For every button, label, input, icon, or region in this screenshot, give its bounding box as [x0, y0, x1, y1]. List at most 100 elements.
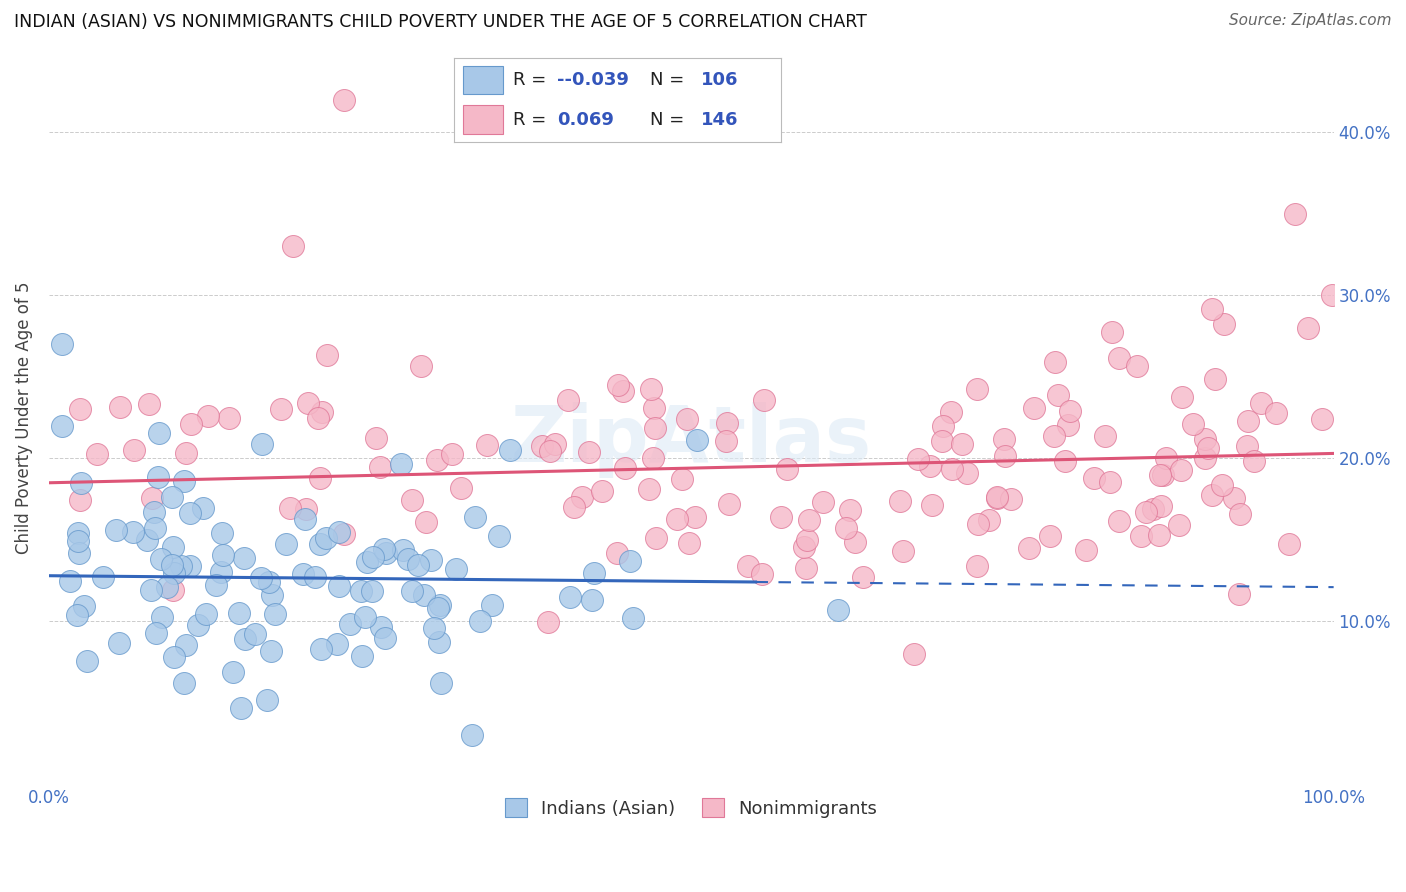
Point: [621, 610, 644, 624]
Point: [173, 676, 195, 690]
Point: [903, 647, 925, 661]
Point: [638, 482, 661, 496]
Point: [907, 452, 929, 467]
Point: [122, 525, 145, 540]
Point: [396, 552, 419, 566]
Point: [665, 512, 688, 526]
Point: [1039, 528, 1062, 542]
Point: [966, 516, 988, 531]
Point: [233, 632, 256, 646]
Point: [796, 560, 818, 574]
Point: [278, 501, 301, 516]
Point: [1057, 417, 1080, 432]
Point: [1083, 471, 1105, 485]
Point: [1229, 507, 1251, 521]
Point: [429, 676, 451, 690]
Point: [76, 654, 98, 668]
Point: [752, 392, 775, 407]
Point: [1168, 518, 1191, 533]
Point: [921, 498, 943, 512]
Point: [105, 523, 128, 537]
Point: [370, 620, 392, 634]
Point: [401, 492, 423, 507]
Point: [162, 540, 184, 554]
Point: [1150, 500, 1173, 514]
Text: Source: ZipAtlas.com: Source: ZipAtlas.com: [1229, 13, 1392, 29]
Point: [889, 494, 911, 508]
Point: [218, 410, 240, 425]
Point: [1094, 429, 1116, 443]
Point: [488, 529, 510, 543]
Point: [640, 382, 662, 396]
Point: [931, 434, 953, 449]
Point: [69, 402, 91, 417]
Point: [1098, 475, 1121, 489]
Point: [389, 457, 412, 471]
Point: [292, 567, 315, 582]
Point: [145, 626, 167, 640]
Point: [316, 347, 339, 361]
Point: [307, 411, 329, 425]
Point: [1108, 351, 1130, 366]
Point: [108, 636, 131, 650]
Point: [333, 93, 356, 107]
Point: [328, 579, 350, 593]
Point: [986, 490, 1008, 504]
Point: [350, 584, 373, 599]
Point: [1322, 288, 1344, 302]
Point: [1223, 491, 1246, 506]
Point: [1046, 388, 1069, 402]
Point: [73, 599, 96, 613]
Point: [409, 359, 432, 373]
Point: [406, 558, 429, 573]
Point: [309, 471, 332, 485]
Point: [558, 590, 581, 604]
Point: [249, 570, 271, 584]
Point: [69, 492, 91, 507]
Point: [146, 470, 169, 484]
Point: [1236, 439, 1258, 453]
Point: [156, 580, 179, 594]
Point: [718, 497, 741, 511]
Point: [1108, 514, 1130, 528]
Point: [423, 621, 446, 635]
Point: [143, 521, 166, 535]
Point: [813, 495, 835, 509]
Point: [578, 445, 600, 459]
Point: [966, 558, 988, 573]
Point: [557, 392, 579, 407]
Point: [1194, 432, 1216, 446]
Point: [531, 439, 554, 453]
Point: [222, 665, 245, 679]
Point: [326, 637, 349, 651]
Point: [1059, 403, 1081, 417]
Point: [571, 490, 593, 504]
Point: [295, 501, 318, 516]
Point: [644, 421, 666, 435]
Point: [257, 575, 280, 590]
Point: [619, 554, 641, 568]
Point: [160, 490, 183, 504]
Point: [838, 503, 860, 517]
Point: [499, 443, 522, 458]
Point: [685, 433, 707, 447]
Point: [243, 627, 266, 641]
Point: [66, 534, 89, 549]
Point: [444, 562, 467, 576]
Point: [1310, 411, 1333, 425]
Point: [1076, 543, 1098, 558]
Point: [108, 400, 131, 414]
Point: [1043, 355, 1066, 369]
Point: [368, 459, 391, 474]
Point: [429, 598, 451, 612]
Point: [994, 449, 1017, 463]
Point: [1135, 505, 1157, 519]
Point: [613, 461, 636, 475]
Point: [150, 609, 173, 624]
Point: [1125, 359, 1147, 373]
Point: [481, 598, 503, 612]
Point: [59, 574, 82, 588]
Point: [1170, 463, 1192, 477]
Point: [1142, 501, 1164, 516]
Point: [536, 615, 558, 630]
